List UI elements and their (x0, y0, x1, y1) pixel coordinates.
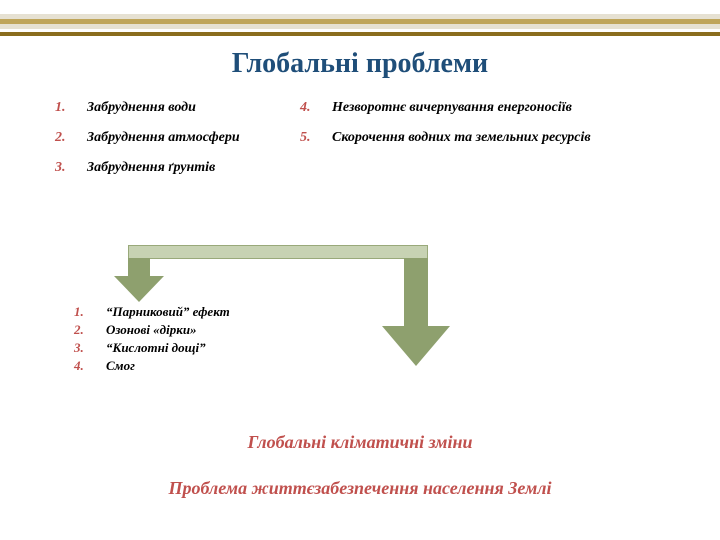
sublist-number: 2. (74, 322, 106, 338)
problem-text: Забруднення ґрунтів (87, 160, 305, 176)
arrow-stem-right (404, 258, 428, 326)
subtitle-lifesupport: Проблема життєзабезпечення населення Зем… (0, 478, 720, 499)
sublist-item: 2. Озонові «дірки» (74, 322, 334, 338)
sublist-item: 3. “Кислотні дощі” (74, 340, 334, 356)
problem-number: 2. (55, 130, 87, 146)
connector-bar (128, 245, 428, 259)
problem-text: Забруднення води (87, 100, 305, 116)
sublist-item: 1. “Парниковий” ефект (74, 304, 334, 320)
sublist-number: 1. (74, 304, 106, 320)
sublist-text: Озонові «дірки» (106, 322, 197, 338)
arrow-down-icon (382, 326, 450, 366)
arrow-stem-left (128, 258, 150, 276)
sublist-text: “Парниковий” ефект (106, 304, 230, 320)
sublist-text: Смог (106, 358, 135, 374)
decor-band-4 (0, 32, 720, 36)
problems-column-right: 4. Незворотнє вичерпування енергоносіїв … (300, 100, 680, 160)
problem-item: 4. Незворотнє вичерпування енергоносіїв (300, 100, 680, 116)
problem-number: 4. (300, 100, 332, 116)
problem-text: Незворотнє вичерпування енергоносіїв (332, 100, 680, 116)
problem-text: Скорочення водних та земельних ресурсів (332, 130, 680, 146)
problem-number: 1. (55, 100, 87, 116)
problem-item: 5. Скорочення водних та земельних ресурс… (300, 130, 680, 146)
sublist-item: 4. Смог (74, 358, 334, 374)
page-title: Глобальні проблеми (0, 48, 720, 80)
problem-number: 3. (55, 160, 87, 176)
problem-text: Забруднення атмосфери (87, 130, 305, 146)
problems-column-left: 1. Забруднення води 2. Забруднення атмос… (55, 100, 305, 190)
decor-band-3 (0, 24, 720, 29)
problem-number: 5. (300, 130, 332, 146)
sublist-number: 3. (74, 340, 106, 356)
sublist-text: “Кислотні дощі” (106, 340, 206, 356)
problem-item: 3. Забруднення ґрунтів (55, 160, 305, 176)
sublist-number: 4. (74, 358, 106, 374)
sublist: 1. “Парниковий” ефект 2. Озонові «дірки»… (74, 304, 334, 376)
subtitle-climate: Глобальні кліматичні зміни (0, 432, 720, 453)
problem-item: 1. Забруднення води (55, 100, 305, 116)
problem-item: 2. Забруднення атмосфери (55, 130, 305, 146)
arrow-down-icon (114, 276, 164, 302)
